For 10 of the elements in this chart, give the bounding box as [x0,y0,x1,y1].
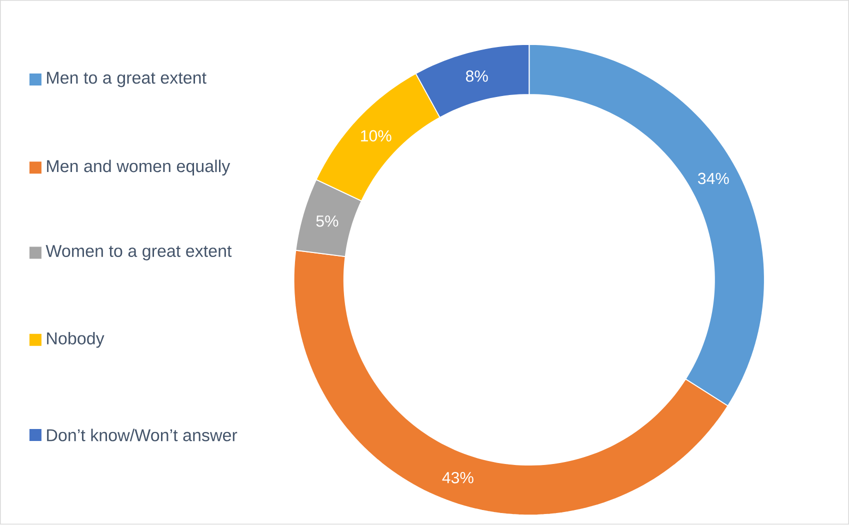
data-label: 8% [466,70,488,82]
legend-label: Women to a great extent [46,245,232,261]
legend-label: Don’t know/Won’t answer [47,428,238,442]
legend-label: Men and women equally [47,160,230,176]
legend-label: Nobody [47,332,104,348]
data-label: 34% [698,173,729,184]
data-label: 5% [316,216,338,227]
legend-label: Men to a great extent [47,72,206,88]
data-label: 43% [442,472,474,484]
data-label: 10% [361,130,392,142]
